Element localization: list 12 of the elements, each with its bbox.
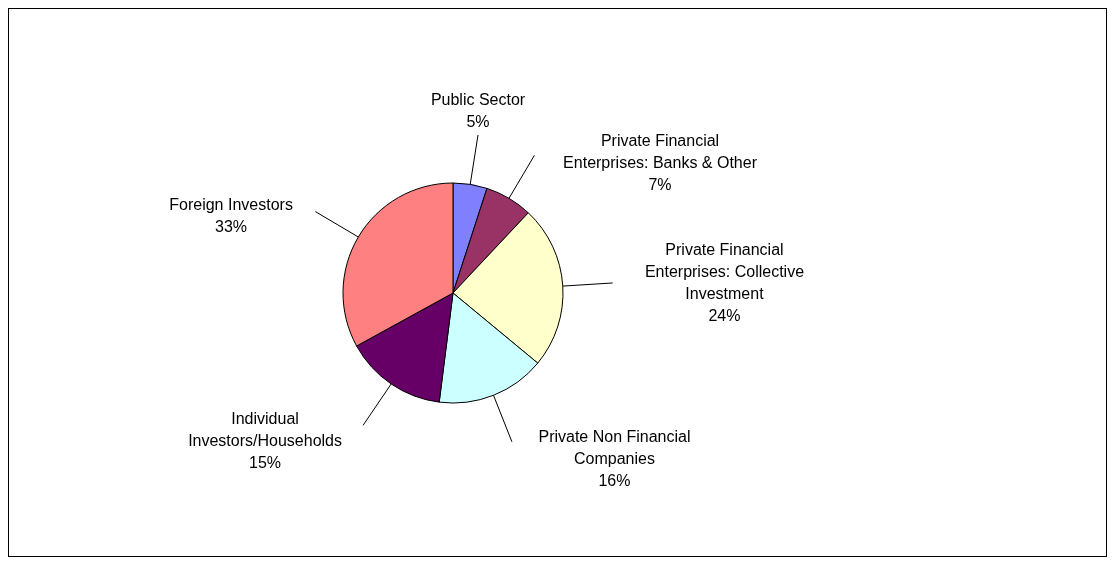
data-label: 15% xyxy=(249,454,282,472)
data-label: 7% xyxy=(648,176,672,194)
slice-label: Individual Investors/Households xyxy=(188,410,342,450)
slice-label: Private Financial Enterprises: Banks & Other xyxy=(563,132,758,172)
data-label: 24% xyxy=(708,306,741,324)
slice-label: Foreign Investors xyxy=(169,195,293,213)
slice-label: Public Sector xyxy=(430,91,526,109)
slice-label: Private Non Financial Companies xyxy=(538,428,691,468)
data-label: 5% xyxy=(466,113,490,131)
data-label: 16% xyxy=(598,472,631,490)
slice-label: Private Financial Enterprises: Collective Investment xyxy=(644,240,805,302)
data-label: 33% xyxy=(215,217,248,235)
